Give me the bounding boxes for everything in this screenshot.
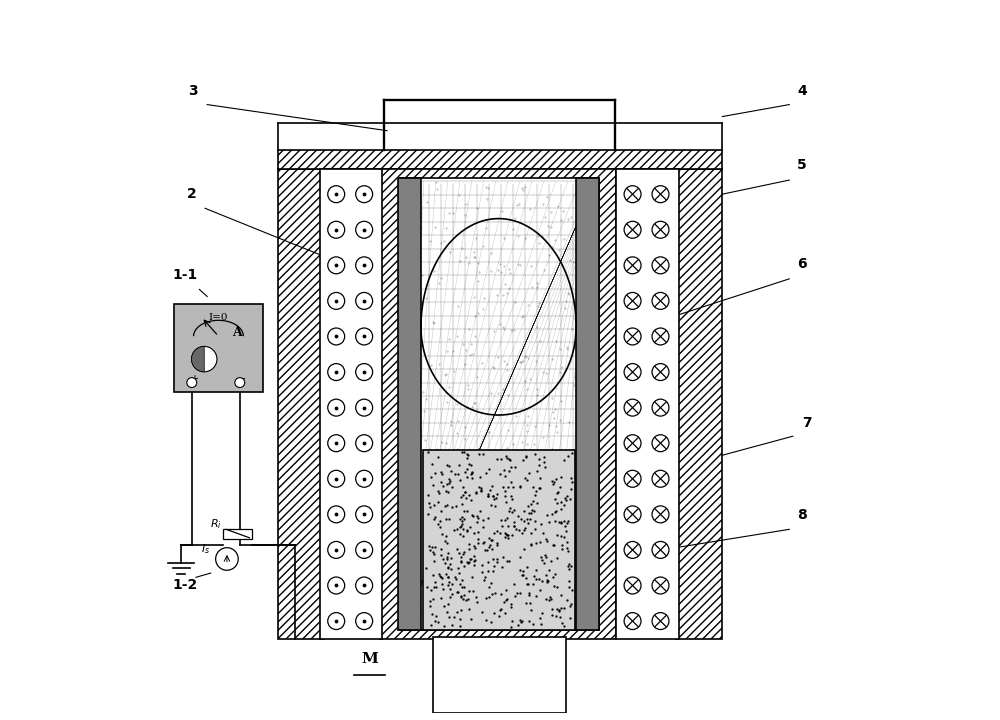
Circle shape — [652, 364, 669, 381]
Circle shape — [652, 506, 669, 523]
Circle shape — [356, 541, 373, 559]
Circle shape — [216, 548, 238, 570]
Circle shape — [356, 577, 373, 594]
Text: 7: 7 — [802, 416, 812, 430]
Circle shape — [328, 328, 345, 345]
Circle shape — [356, 292, 373, 310]
Text: +: + — [190, 374, 198, 384]
Bar — [576, 178, 599, 629]
Circle shape — [235, 377, 245, 387]
Circle shape — [652, 292, 669, 310]
Circle shape — [328, 435, 345, 451]
Circle shape — [652, 435, 669, 451]
Text: $I_s$: $I_s$ — [201, 542, 210, 556]
Text: A: A — [232, 326, 242, 339]
Circle shape — [328, 470, 345, 487]
Circle shape — [328, 364, 345, 381]
Circle shape — [356, 257, 373, 274]
Circle shape — [187, 377, 197, 387]
Circle shape — [624, 577, 641, 594]
Circle shape — [328, 399, 345, 416]
Text: 3: 3 — [188, 84, 198, 99]
Circle shape — [624, 221, 641, 238]
Circle shape — [356, 613, 373, 629]
Circle shape — [192, 346, 217, 372]
Circle shape — [624, 364, 641, 381]
Circle shape — [356, 328, 373, 345]
Circle shape — [328, 257, 345, 274]
Circle shape — [356, 435, 373, 451]
Circle shape — [328, 541, 345, 559]
Text: 2: 2 — [187, 186, 197, 201]
Bar — [320, 169, 382, 639]
Circle shape — [356, 221, 373, 238]
Bar — [616, 169, 679, 639]
Circle shape — [624, 257, 641, 274]
Text: −: − — [238, 374, 246, 384]
Circle shape — [356, 470, 373, 487]
Circle shape — [652, 328, 669, 345]
Circle shape — [328, 186, 345, 202]
Text: $R_i$: $R_i$ — [210, 517, 222, 531]
Circle shape — [624, 470, 641, 487]
Circle shape — [624, 399, 641, 416]
Circle shape — [328, 221, 345, 238]
Circle shape — [624, 292, 641, 310]
Bar — [278, 169, 324, 639]
Circle shape — [356, 364, 373, 381]
Circle shape — [652, 541, 669, 559]
Circle shape — [652, 470, 669, 487]
Circle shape — [356, 186, 373, 202]
Circle shape — [652, 221, 669, 238]
Text: M: M — [361, 652, 378, 667]
Text: 5: 5 — [797, 158, 807, 173]
Circle shape — [356, 399, 373, 416]
Circle shape — [328, 506, 345, 523]
Bar — [433, 636, 566, 713]
Bar — [380, 169, 616, 639]
Circle shape — [328, 577, 345, 594]
Circle shape — [356, 506, 373, 523]
Circle shape — [624, 613, 641, 629]
Bar — [278, 150, 722, 169]
Circle shape — [652, 613, 669, 629]
Circle shape — [652, 577, 669, 594]
Circle shape — [652, 186, 669, 202]
Circle shape — [624, 506, 641, 523]
Text: 8: 8 — [797, 508, 807, 522]
Text: 6: 6 — [797, 257, 807, 271]
Circle shape — [624, 186, 641, 202]
Circle shape — [652, 399, 669, 416]
Circle shape — [328, 292, 345, 310]
Text: 4: 4 — [797, 84, 807, 99]
Bar — [398, 178, 421, 629]
Text: I=0: I=0 — [209, 313, 228, 322]
Circle shape — [624, 541, 641, 559]
Wedge shape — [192, 346, 204, 372]
Circle shape — [624, 435, 641, 451]
Bar — [676, 169, 722, 639]
Text: 1-2: 1-2 — [173, 578, 198, 593]
Bar — [174, 304, 263, 392]
Circle shape — [652, 257, 669, 274]
Circle shape — [328, 613, 345, 629]
Text: 1-1: 1-1 — [173, 268, 198, 282]
Circle shape — [624, 328, 641, 345]
Bar — [423, 449, 575, 629]
Bar — [400, 178, 599, 629]
Bar — [223, 528, 252, 539]
